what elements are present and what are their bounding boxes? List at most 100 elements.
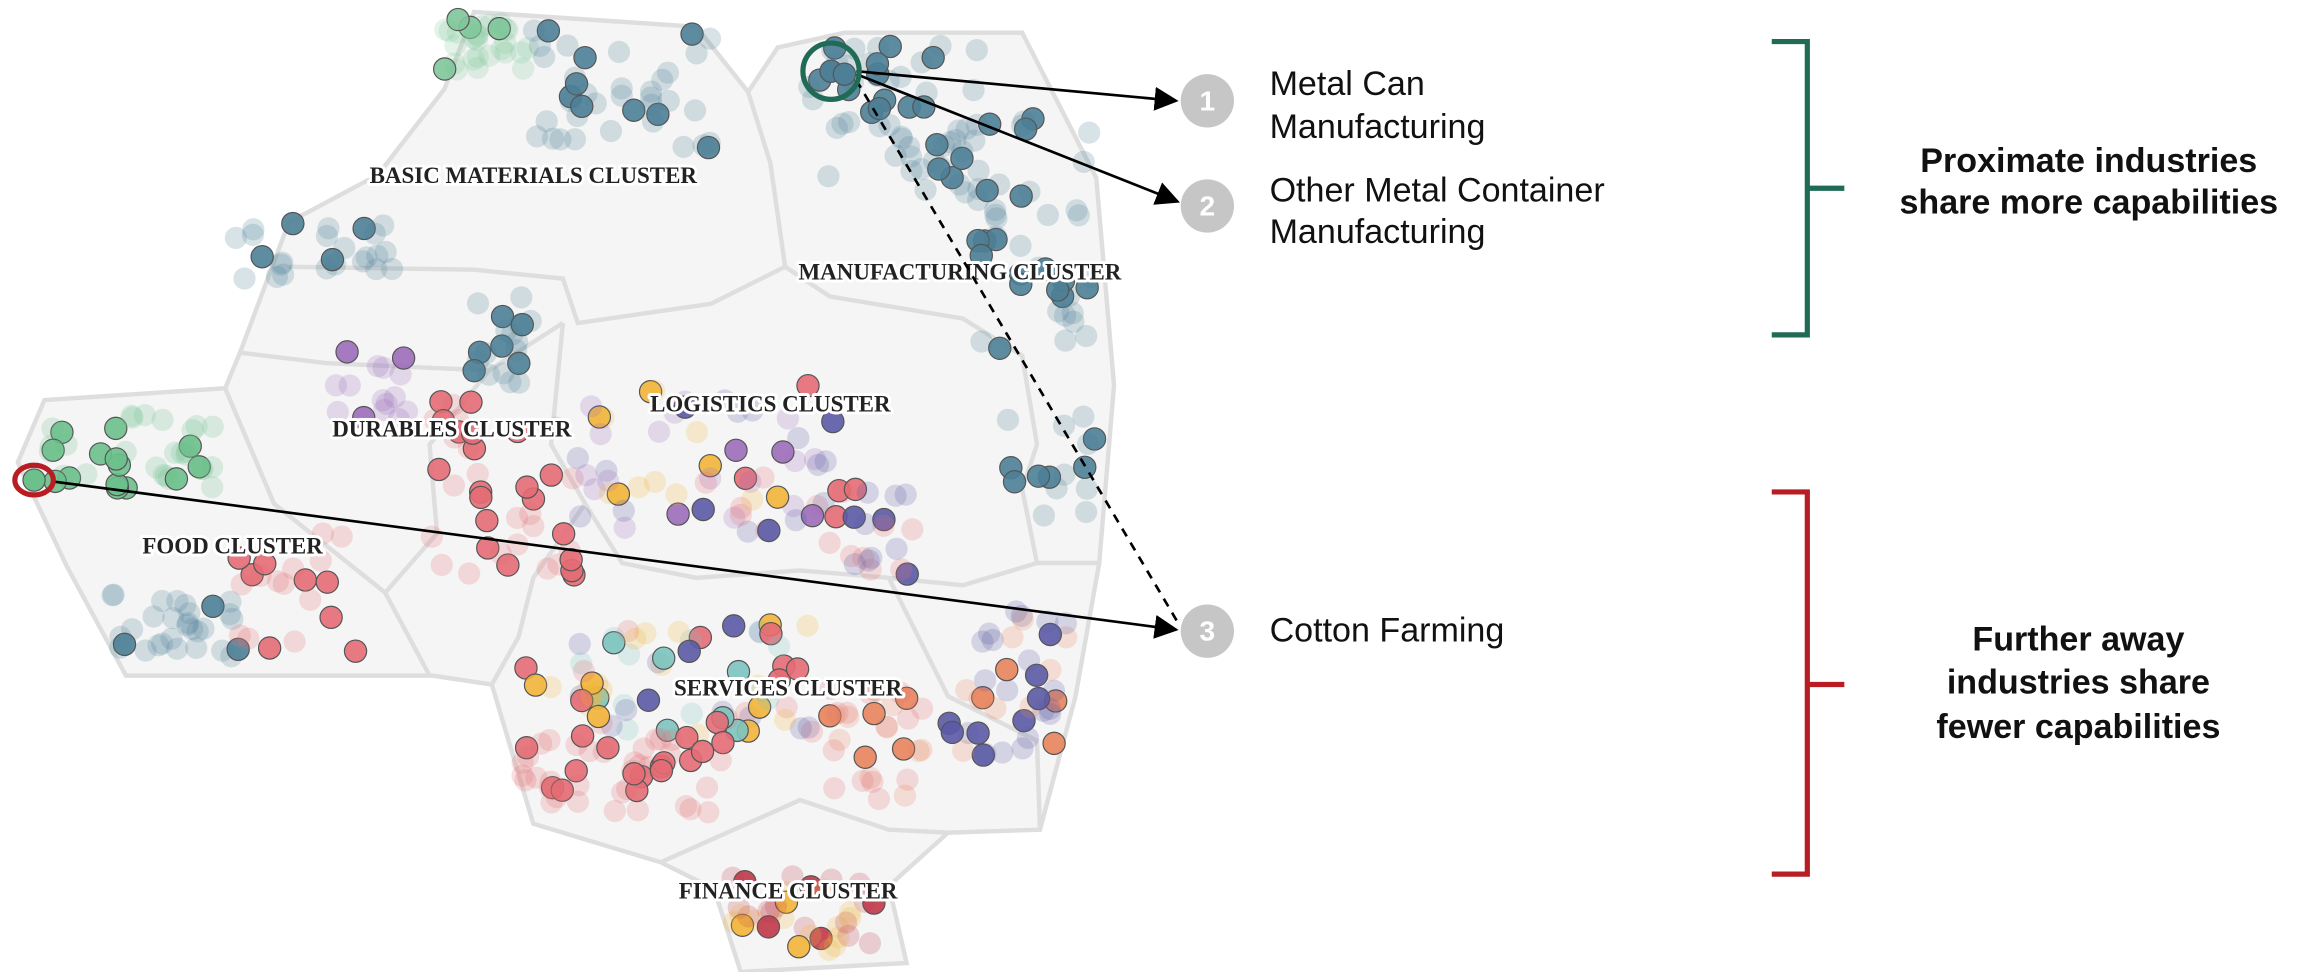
dot [733,466,758,491]
dot [178,434,202,458]
dot [201,476,224,499]
dot [826,701,849,725]
dot [176,614,199,637]
dot [858,932,882,955]
dot [800,503,825,528]
callout-badge [1180,179,1235,233]
dot [818,531,841,554]
dot [843,477,868,502]
dot [966,188,990,212]
dot [374,240,397,264]
dot [176,611,200,635]
dot [1038,697,1062,720]
dot [962,79,985,102]
dot [570,724,595,748]
dot [1011,737,1034,760]
dot [823,934,847,958]
cluster-label: FOOD CLUSTER [142,533,323,558]
dot [838,901,862,924]
dot [506,506,529,530]
dot [309,549,332,572]
dot [1005,600,1028,623]
dot [1001,626,1024,649]
dot [825,116,848,139]
dot [282,557,305,580]
dot [447,408,470,432]
dot [729,503,752,527]
dot [613,516,636,539]
dot [651,68,674,91]
dot [727,896,750,919]
dot [927,157,951,181]
dot [894,483,917,506]
dot [315,224,339,248]
dot [819,677,842,701]
dot [525,766,548,789]
dot [1024,663,1049,687]
callout-number: 3 [1200,616,1216,647]
dot [253,552,277,576]
dot [510,312,534,337]
dot [607,40,631,64]
callouts: 1 Metal Can Manufacturing 2 Other Metal Cont… [1180,65,1605,658]
dot [622,98,646,122]
dot [878,34,902,59]
dot [890,127,914,150]
dot [889,65,912,88]
dot [434,18,457,41]
dot [632,737,655,760]
dot [827,926,850,949]
dot [984,198,1007,222]
dot [432,57,457,81]
dot [709,749,732,772]
dot [948,173,971,196]
dot [1053,463,1076,486]
dot [867,787,891,811]
dot [975,178,999,203]
dot [75,463,98,486]
dot [299,588,322,611]
callout-label: Manufacturing [1270,213,1486,251]
dot [352,216,376,241]
dot [852,546,875,570]
dot [667,620,690,644]
dot [665,483,688,506]
dot [901,518,924,541]
dot [320,247,345,272]
map-outline [15,9,1117,972]
dot [965,38,988,62]
dot [508,371,531,394]
dot [638,380,663,404]
dot [387,408,410,431]
dot [837,705,860,728]
dot [505,419,530,444]
dot [371,389,394,412]
dot [595,459,618,483]
dot [853,745,877,769]
dot [272,572,295,595]
dot [465,28,488,52]
dot [523,673,548,697]
dot [266,570,290,593]
dot [112,632,137,657]
dot [569,505,592,528]
dot [694,471,717,494]
dot [271,251,294,274]
dot [1009,184,1033,208]
dot [951,140,974,163]
dot [134,639,157,662]
dot [570,688,594,713]
dot [175,443,198,466]
dot [551,522,576,546]
dot [1027,256,1050,279]
dot [657,89,680,113]
dot [38,440,62,463]
dot [898,135,921,159]
dot [145,456,168,479]
dot [872,514,895,537]
dot [867,96,892,121]
dot [985,225,1008,248]
dot [317,217,340,240]
dot [41,438,65,462]
